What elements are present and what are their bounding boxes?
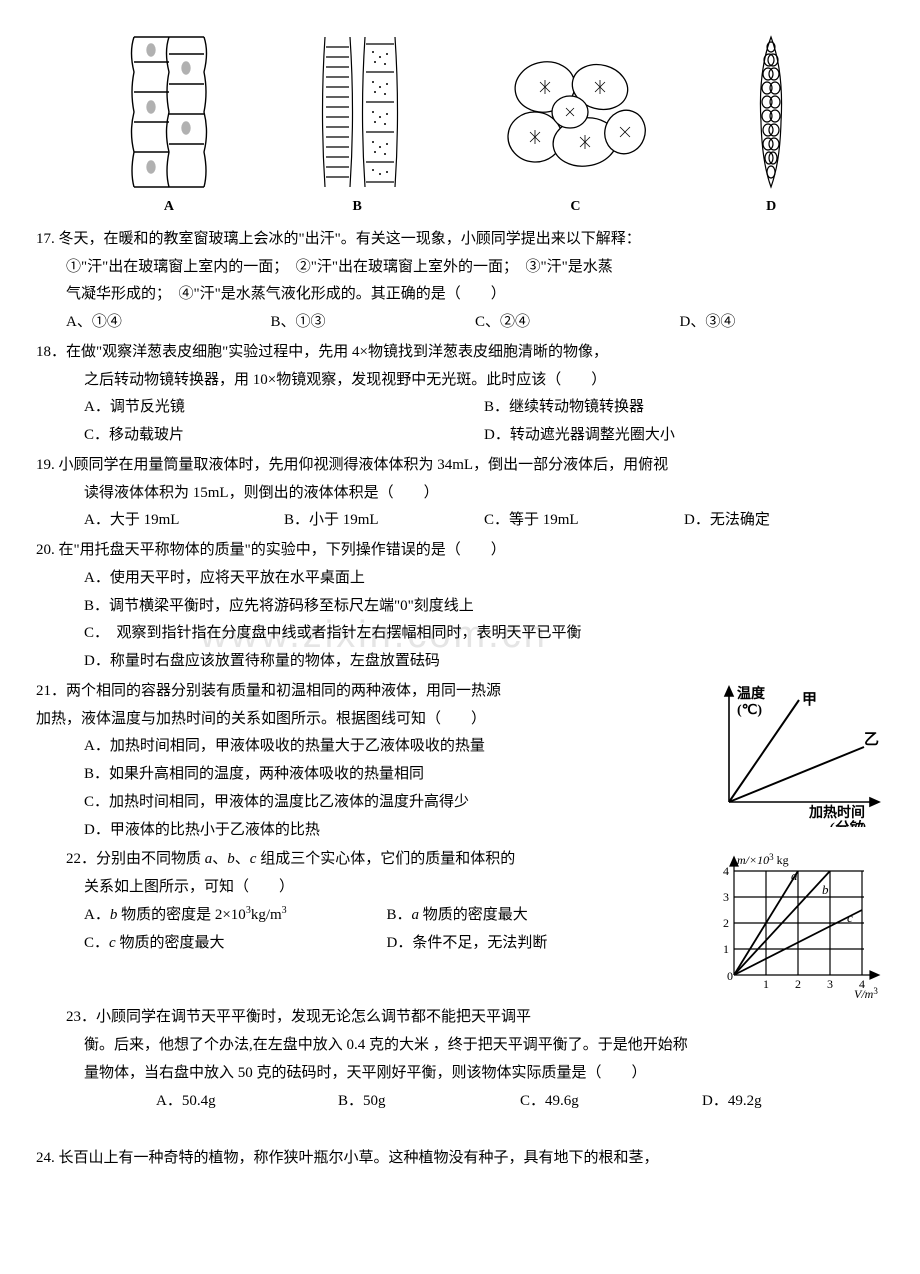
q22-opt-d: D．条件不足，无法判断 (387, 930, 690, 958)
q22-xlabel: V/m3 (854, 986, 878, 1000)
q19-opt-a: A．大于 19mL (84, 507, 284, 535)
q21-series-yi: 乙 (864, 732, 879, 748)
q23-opt-b: B．50g (338, 1088, 520, 1116)
q21-series-jia: 甲 (802, 691, 817, 708)
q22-ytick-2: 2 (723, 916, 729, 930)
q18-opts-row1: A．调节反光镜 B．继续转动物镜转换器 (36, 394, 884, 422)
q17-opt-d: D、③④ (680, 309, 885, 337)
fig-d-label: D (746, 194, 796, 220)
question-23: 23．小顾同学在调节天平平衡时，发现无论怎么调节都不能把天平调平 衡。后来，他想… (36, 1004, 884, 1115)
q21-xlabel: 加热时间 (808, 804, 865, 821)
q18-opt-b: B．继续转动物镜转换器 (484, 394, 884, 422)
q18-opt-a: A．调节反光镜 (84, 394, 484, 422)
q21-xlabel2: (分钟) (829, 819, 866, 827)
q19-opt-b: B．小于 19mL (284, 507, 484, 535)
question-17: 17. 冬天，在暖和的教室窗玻璃上会冰的"出汗"。有关这一现象，小顾同学提出来以… (36, 226, 884, 337)
q19-stem1: 19. 小顾同学在用量筒量取液体时，先用仰视测得液体体积为 34mL，倒出一部分… (36, 452, 884, 480)
q23-opt-d: D．49.2g (702, 1088, 884, 1116)
fig-a-svg (124, 32, 214, 192)
q23-stem1: 23．小顾同学在调节天平平衡时，发现无论怎么调节都不能把天平调平 (36, 1004, 884, 1032)
q17-opt-b: B、①③ (271, 309, 476, 337)
q22-xtick-2: 2 (795, 977, 801, 991)
q17-stem3: 气凝华形成的； ④"汗"是水蒸气液化形成的。其正确的是（ ） (36, 281, 884, 309)
q22-xtick-3: 3 (827, 977, 833, 991)
q19-stem2: 读得液体体积为 15mL，则倒出的液体体积是（ ） (36, 480, 884, 508)
page-content: A (36, 32, 884, 1173)
q21-graph: 温度 (℃) 甲 乙 加热时间 (分钟) (704, 682, 884, 827)
q23-opt-a: A．50.4g (156, 1088, 338, 1116)
q17-opt-a: A、①④ (66, 309, 271, 337)
q23-options: A．50.4g B．50g C．49.6g D．49.2g (36, 1088, 884, 1116)
question-22: 1 2 3 4 1 2 3 4 0 a b c m/×103 kg V/m3 (36, 846, 884, 957)
q18-opt-d: D．转动遮光器调整光圈大小 (484, 422, 884, 450)
q20-opt-c: C． 观察到指针指在分度盘中线或者指针左右摆幅相同时，表明天平已平衡 (36, 620, 884, 648)
q22-series-b: b (822, 882, 829, 897)
fig-a-label: A (124, 194, 214, 220)
q22-opt-b: B．a 物质的密度最大 (387, 902, 690, 930)
figure-a: A (124, 32, 214, 220)
question-20: 20. 在"用托盘天平称物体的质量"的实验中，下列操作错误的是（ ） A．使用天… (36, 537, 884, 676)
q19-opt-d: D．无法确定 (684, 507, 884, 535)
q19-options: A．大于 19mL B．小于 19mL C．等于 19mL D．无法确定 (36, 507, 884, 535)
question-24: 24. 长百山上有一种奇特的植物，称作狭叶瓶尔小草。这种植物没有种子，具有地下的… (36, 1145, 884, 1173)
q23-stem2: 衡。后来，他想了个办法,在左盘中放入 0.4 克的大米 ，终于把天平调平衡了。于… (36, 1032, 884, 1060)
q22-opt-a: A．b 物质的密度是 2×103kg/m3 (84, 902, 387, 930)
q22-ylabel: m/×103 kg (737, 852, 789, 867)
q22-xtick-1: 1 (763, 977, 769, 991)
q23-stem3: 量物体，当右盘中放入 50 克的砝码时，天平刚好平衡，则该物体实际质量是（ ） (36, 1060, 884, 1088)
q20-opt-a: A．使用天平时，应将天平放在水平桌面上 (36, 565, 884, 593)
q20-stem: 20. 在"用托盘天平称物体的质量"的实验中，下列操作错误的是（ ） (36, 537, 884, 565)
q18-stem2: 之后转动物镜转换器，用 10×物镜观察，发现视野中无光斑。此时应该（ ） (36, 367, 884, 395)
q22-series-a: a (791, 868, 798, 883)
q22-opts-row1: A．b 物质的密度是 2×103kg/m3 B．a 物质的密度最大 (36, 902, 689, 930)
q23-opt-c: C．49.6g (520, 1088, 702, 1116)
q24-stem: 24. 长百山上有一种奇特的植物，称作狭叶瓶尔小草。这种植物没有种子，具有地下的… (36, 1145, 884, 1173)
figure-c: C (500, 52, 650, 220)
q18-opt-c: C．移动载玻片 (84, 422, 484, 450)
question-21: 温度 (℃) 甲 乙 加热时间 (分钟) 21．两个相同的容器分别装有质量和初温… (36, 678, 884, 845)
q22-graph: 1 2 3 4 1 2 3 4 0 a b c m/×103 kg V/m3 (699, 850, 884, 1000)
q18-stem1: 18．在做"观察洋葱表皮细胞"实验过程中，先用 4×物镜找到洋葱表皮细胞清晰的物… (36, 339, 884, 367)
q18-opts-row2: C．移动载玻片 D．转动遮光器调整光圈大小 (36, 422, 884, 450)
q17-options: A、①④ B、①③ C、②④ D、③④ (36, 309, 884, 337)
q19-opt-c: C．等于 19mL (484, 507, 684, 535)
q17-stem2: ①"汗"出在玻璃窗上室内的一面； ②"汗"出在玻璃窗上室外的一面； ③"汗"是水… (36, 254, 884, 282)
fig-b-svg (310, 32, 405, 192)
q22-series-c: c (847, 910, 853, 925)
figure-row: A (76, 32, 844, 220)
q17-stem1: 17. 冬天，在暖和的教室窗玻璃上会冰的"出汗"。有关这一现象，小顾同学提出来以… (36, 226, 884, 254)
q22-origin: 0 (727, 969, 733, 983)
figure-b: B (310, 32, 405, 220)
q20-opt-d: D．称量时右盘应该放置待称量的物体，左盘放置砝码 (36, 648, 884, 676)
question-19: 19. 小顾同学在用量筒量取液体时，先用仰视测得液体体积为 34mL，倒出一部分… (36, 452, 884, 535)
fig-d-svg (746, 32, 796, 192)
q17-opt-c: C、②④ (475, 309, 680, 337)
question-18: 18．在做"观察洋葱表皮细胞"实验过程中，先用 4×物镜找到洋葱表皮细胞清晰的物… (36, 339, 884, 450)
q22-opts-row2: C．c 物质的密度最大 D．条件不足，无法判断 (36, 930, 689, 958)
q20-opt-b: B．调节横梁平衡时，应先将游码移至标尺左端"0"刻度线上 (36, 593, 884, 621)
fig-c-svg (500, 52, 650, 192)
fig-b-label: B (310, 194, 405, 220)
q21-ylabel2: (℃) (737, 703, 762, 718)
fig-c-label: C (500, 194, 650, 220)
q21-ylabel: 温度 (737, 685, 766, 702)
q22-ytick-1: 1 (723, 942, 729, 956)
q22-ytick-4: 4 (723, 864, 729, 878)
q22-ytick-3: 3 (723, 890, 729, 904)
figure-d: D (746, 32, 796, 220)
q22-opt-c: C．c 物质的密度最大 (84, 930, 387, 958)
